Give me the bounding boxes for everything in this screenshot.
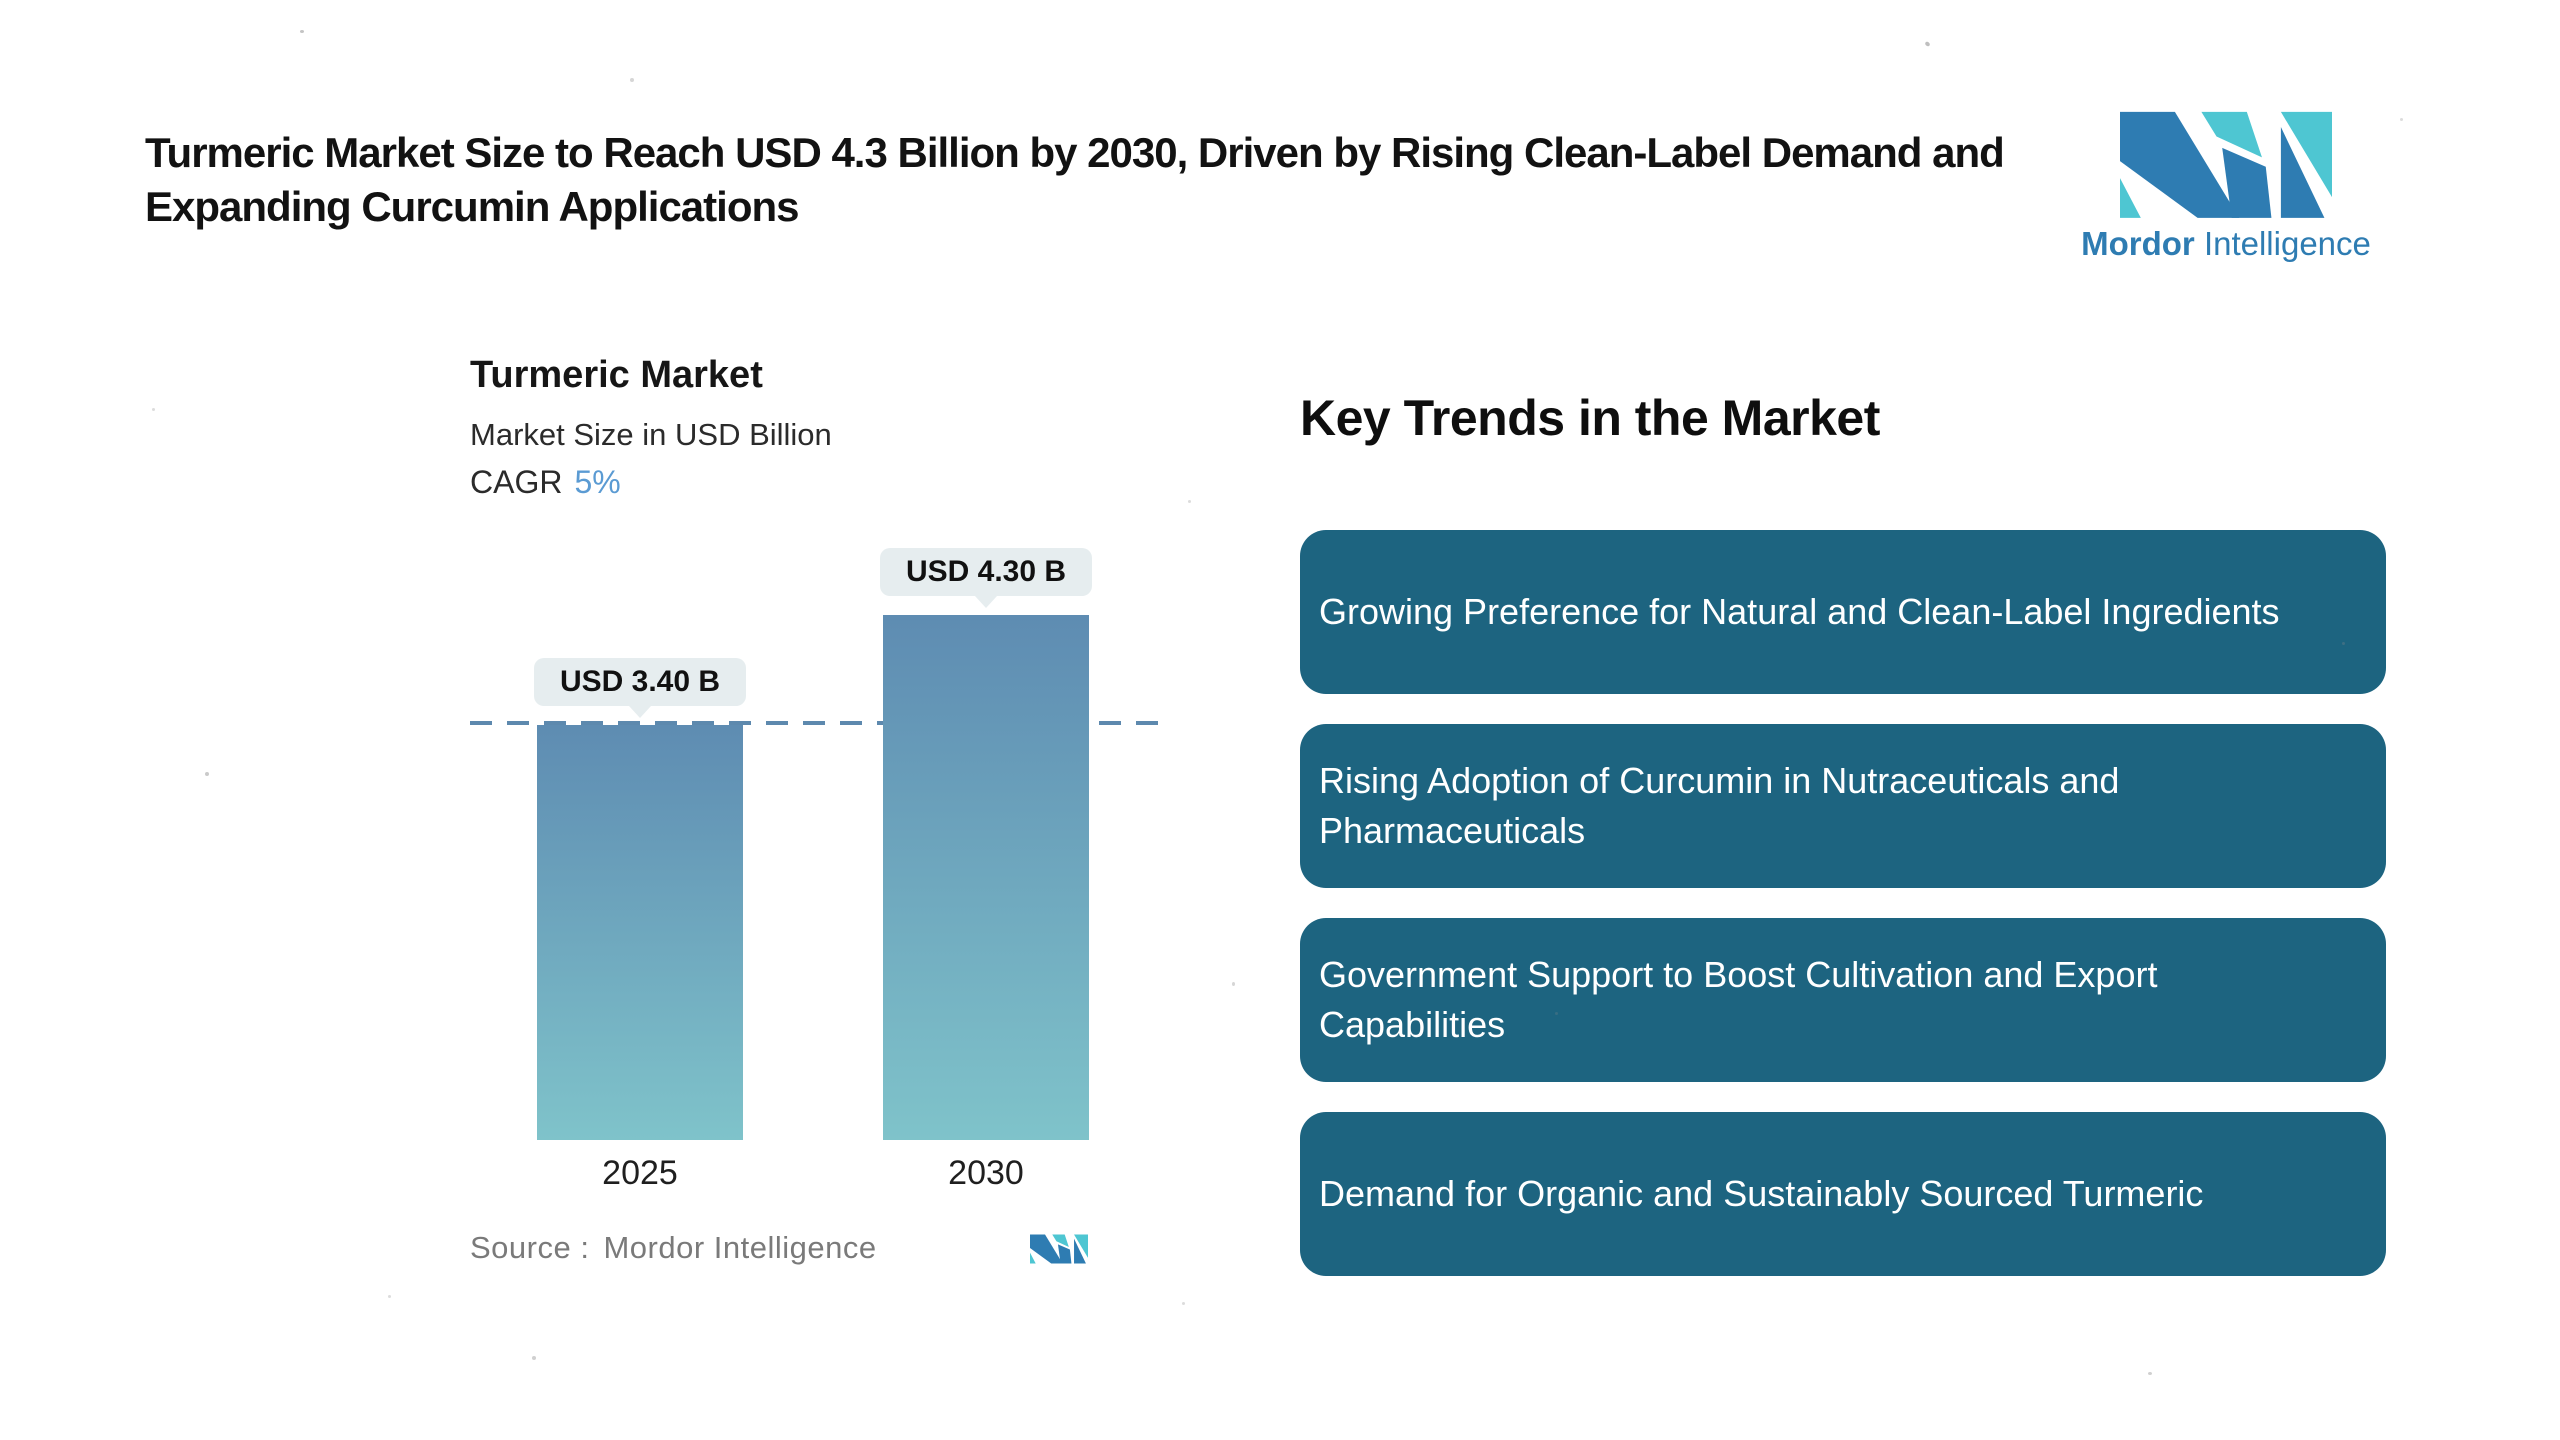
noise-speckle (205, 772, 209, 776)
brand-wordmark: Mordor Intelligence (2081, 226, 2371, 262)
noise-speckle (300, 30, 304, 33)
value-label-2025: USD 3.40 B (533, 658, 747, 706)
noise-speckle (532, 1356, 536, 1360)
noise-speckle (2148, 1372, 2152, 1375)
trend-card-1: Growing Preference for Natural and Clean… (1300, 530, 2386, 694)
key-trends-heading: Key Trends in the Market (1300, 390, 1880, 446)
noise-speckle (1555, 1012, 1558, 1015)
noise-speckle (1182, 1302, 1185, 1305)
mordor-logo-mark-small-icon (1030, 1234, 1088, 1264)
noise-speckle (388, 1295, 391, 1298)
cagr-value: 5% (574, 464, 621, 500)
brand-name-bold: Mordor (2081, 225, 2195, 262)
noise-speckle (630, 78, 634, 82)
trend-card-2: Rising Adoption of Curcumin in Nutraceut… (1300, 724, 2386, 888)
x-axis-label-2025: 2025 (602, 1154, 678, 1192)
source-label: Source : (470, 1230, 590, 1265)
chart-title: Turmeric Market (470, 354, 763, 396)
page-title: Turmeric Market Size to Reach USD 4.3 Bi… (145, 129, 2005, 230)
x-axis-label-2030: 2030 (948, 1154, 1024, 1192)
brand-name-regular: Intelligence (2203, 225, 2371, 262)
source-text: Source : Mordor Intelligence (470, 1230, 877, 1266)
x-axis-labels: 2025 2030 (470, 1152, 1180, 1194)
noise-speckle (1232, 982, 1235, 986)
bar-group-2025: USD 3.40 B (533, 658, 747, 1140)
noise-speckle (1924, 40, 1931, 48)
trend-card-3: Government Support to Boost Cultivation … (1300, 918, 2386, 1082)
chart-cagr: CAGR 5% (470, 462, 1180, 502)
noise-speckle (2400, 118, 2403, 121)
noise-speckle (2342, 642, 2345, 645)
bar-group-2030: USD 4.30 B (879, 548, 1093, 1140)
mordor-logo-mark-icon (2120, 111, 2332, 218)
mordor-intelligence-logo: Mordor Intelligence (2081, 108, 2371, 262)
market-chart: Turmeric Market Market Size in USD Billi… (470, 352, 1180, 1266)
reference-dashed-line (470, 721, 1165, 725)
bar-2030 (883, 615, 1089, 1140)
source-row: Source : Mordor Intelligence (470, 1230, 1088, 1266)
value-label-2030: USD 4.30 B (879, 548, 1093, 596)
bar-2025 (537, 725, 743, 1140)
bar-chart-plot: USD 3.40 B USD 4.30 B (470, 548, 1170, 1140)
key-trends-section: Key Trends in the Market Growing Prefere… (1300, 388, 2386, 1276)
source-value: Mordor Intelligence (603, 1230, 877, 1265)
noise-speckle (152, 408, 155, 411)
noise-speckle (1188, 500, 1191, 503)
chart-subtitle: Market Size in USD Billion (470, 417, 832, 452)
trend-card-4: Demand for Organic and Sustainably Sourc… (1300, 1112, 2386, 1276)
source-logo (1030, 1233, 1088, 1264)
cagr-label: CAGR (470, 464, 563, 500)
